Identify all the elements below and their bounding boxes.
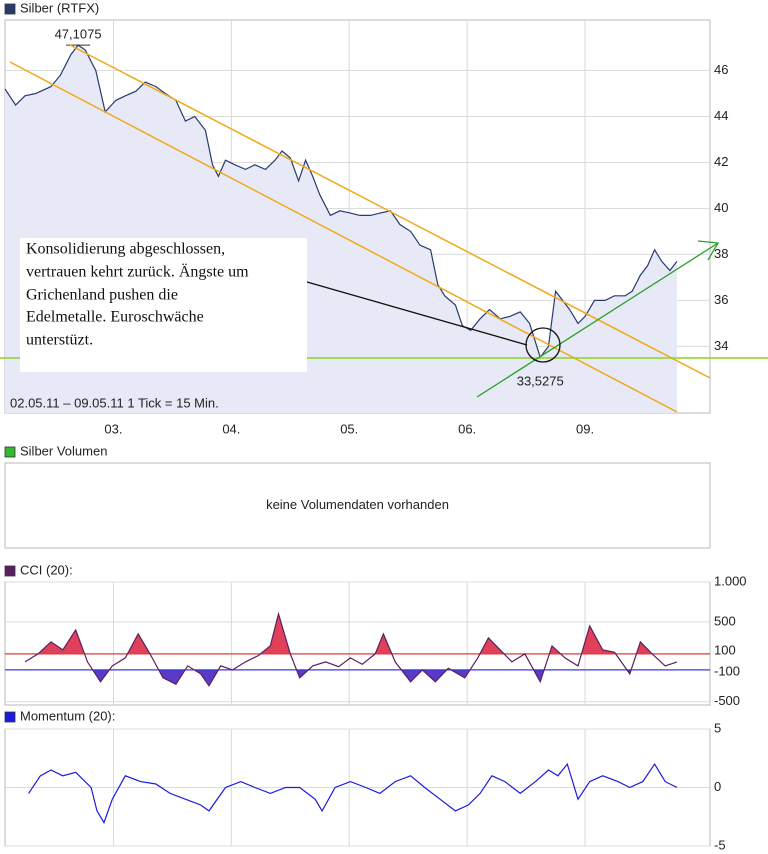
y-tick-label: 5 (714, 720, 721, 735)
legend-label: CCI (20): (20, 562, 73, 577)
x-tick-label: 09. (576, 421, 594, 436)
legend-swatch (4, 446, 16, 458)
extreme-label: 47,1075 (55, 27, 102, 42)
footnote: 02.05.11 – 09.05.11 1 Tick = 15 Min. (10, 395, 219, 410)
note-line: Edelmetalle. Euroschwäche (26, 309, 204, 326)
grid (5, 581, 710, 705)
y-tick-label: 40 (714, 200, 728, 215)
plot-frame (4, 581, 711, 706)
y-tick-label: 42 (714, 154, 728, 169)
y-tick-label: 0 (714, 779, 721, 794)
y-tick-label: 1.000 (714, 573, 747, 588)
empty-message: keine Volumendaten vorhanden (266, 497, 449, 512)
x-tick-label: 04. (222, 421, 240, 436)
y-tick-label: 500 (714, 613, 736, 628)
y-tick-label: -5 (714, 837, 726, 852)
trend-line (476, 242, 719, 398)
pointer-line (306, 281, 528, 346)
y-tick-label: 36 (714, 292, 728, 307)
y-tick-label: 44 (714, 108, 728, 123)
x-tick-label: 03. (104, 421, 122, 436)
note-line: unterstüzt. (26, 332, 93, 349)
legend-label: Silber (RTFX) (20, 0, 99, 15)
channel-upper (69, 44, 711, 379)
legend-label: Silber Volumen (20, 443, 107, 458)
x-tick-label: 05. (340, 421, 358, 436)
trend-arrow (697, 240, 720, 261)
legend-swatch (4, 711, 16, 723)
x-tick-label: 06. (458, 421, 476, 436)
series-line (28, 762, 678, 825)
series-line (24, 611, 678, 687)
channel-lower (9, 61, 678, 413)
note-line: Grichenland pushen die (26, 287, 178, 304)
note-line: Konsolidierung abgeschlossen, (26, 241, 225, 258)
drawings: Konsolidierung abgeschlossen, vertrauen … (0, 44, 768, 413)
reference-label: -100 (714, 663, 740, 678)
y-tick-label: -500 (714, 693, 740, 708)
extreme-label: 33,5275 (517, 374, 564, 389)
y-tick-label: 46 (714, 62, 728, 77)
y-tick-label: 34 (714, 338, 728, 353)
note-box (20, 238, 307, 372)
y-tick-label: 38 (714, 246, 728, 261)
note-line: vertrauen kehrt zurück. Ängste um (26, 263, 249, 281)
plot-frame (4, 462, 711, 549)
grid (5, 728, 710, 847)
series-line (4, 44, 678, 359)
reference-label: 100 (714, 642, 736, 657)
legend-swatch (4, 565, 16, 577)
legend-swatch (4, 3, 16, 15)
legend-label: Momentum (20): (20, 708, 115, 723)
